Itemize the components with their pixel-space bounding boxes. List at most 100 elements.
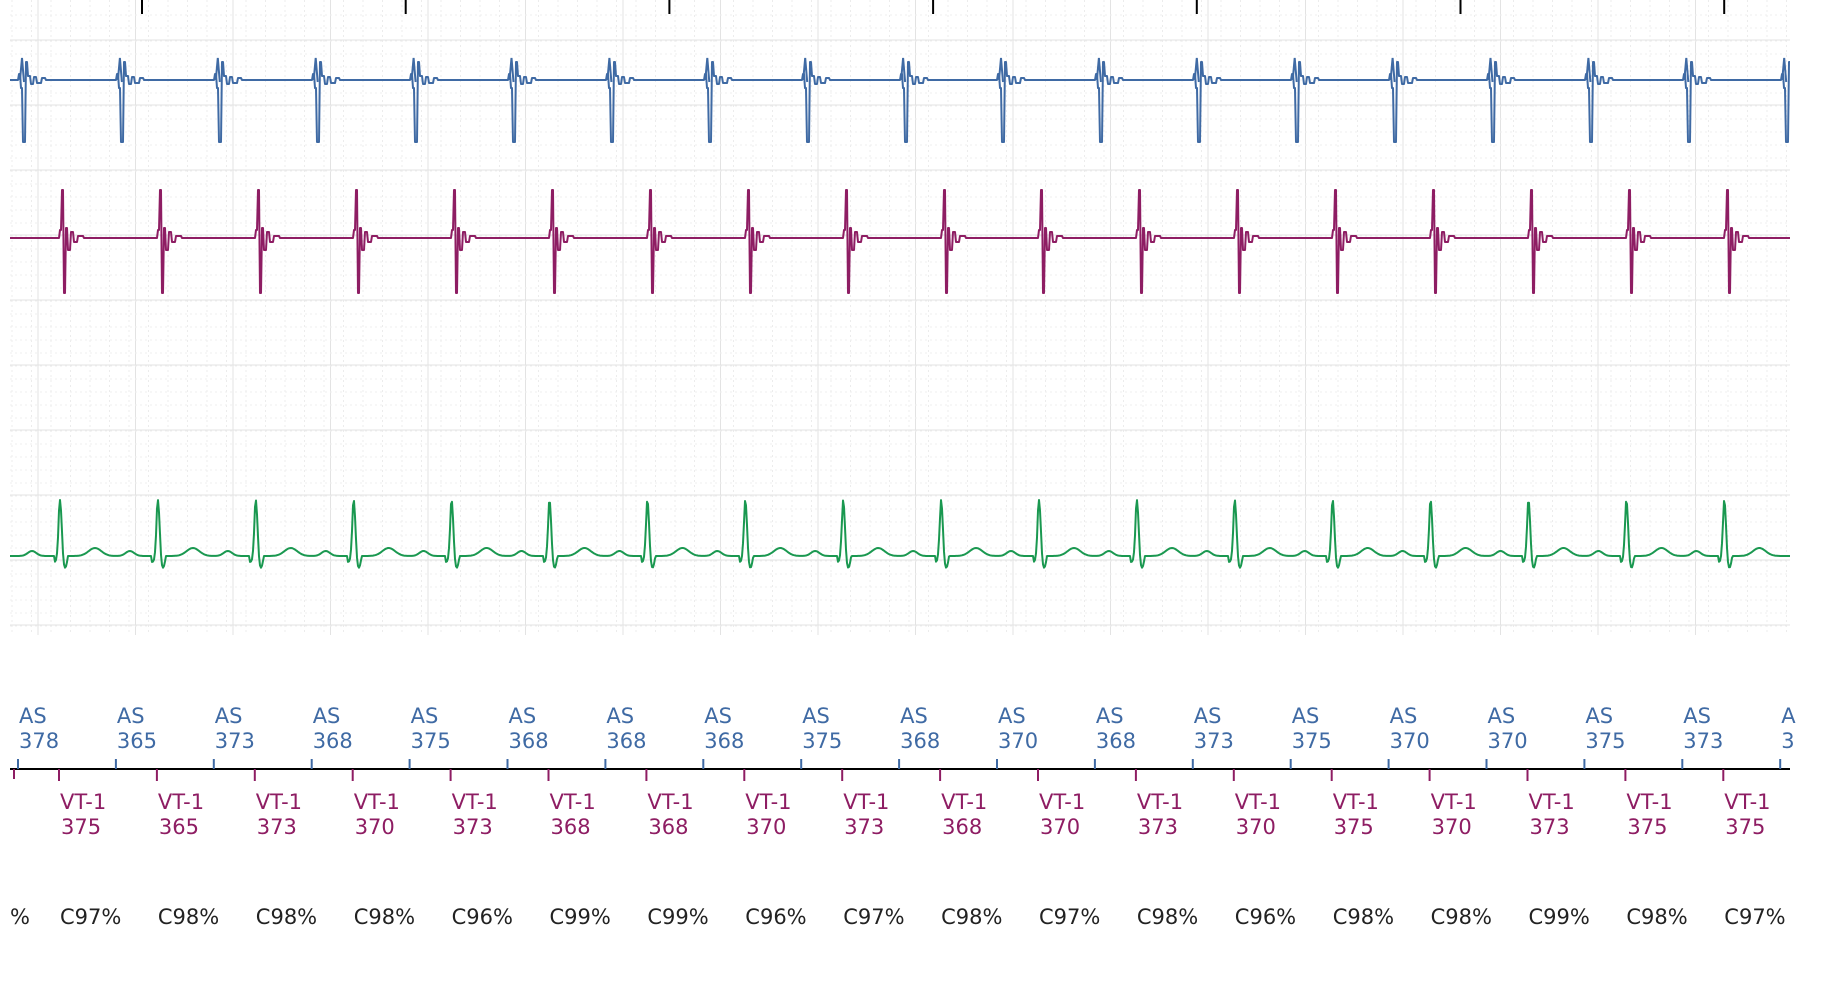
correlation-value: % bbox=[10, 905, 30, 929]
atrial-marker-interval: 368 bbox=[606, 729, 646, 753]
atrial-marker-interval: 368 bbox=[900, 729, 940, 753]
correlation-value: C97% bbox=[1039, 905, 1100, 929]
atrial-marker-interval: 368 bbox=[1096, 729, 1136, 753]
atrial-marker-label: AS bbox=[1488, 704, 1516, 728]
atrial-marker-label: AS bbox=[411, 704, 439, 728]
atrial-deflection bbox=[1095, 57, 1102, 83]
ventricular-marker-label: VT-1 bbox=[1626, 790, 1672, 814]
surface-ecg-trace bbox=[10, 499, 1790, 569]
ventricular-marker-interval: 365 bbox=[159, 815, 199, 839]
ventricular-marker-label: VT-1 bbox=[843, 790, 889, 814]
correlation-value: C98% bbox=[256, 905, 317, 929]
atrial-marker-interval: 368 bbox=[704, 729, 744, 753]
correlation-value: C98% bbox=[1137, 905, 1198, 929]
ventricular-marker-interval: 370 bbox=[746, 815, 786, 839]
atrial-deflection bbox=[802, 57, 809, 83]
atrial-marker-interval: 375 bbox=[411, 729, 451, 753]
correlation-value: C98% bbox=[1333, 905, 1394, 929]
atrial-deflection bbox=[1683, 57, 1690, 83]
atrial-marker-label: AS bbox=[19, 704, 47, 728]
atrial-marker-interval: 373 bbox=[215, 729, 255, 753]
correlation-value: C96% bbox=[745, 905, 806, 929]
atrial-marker-label: AS bbox=[1683, 704, 1711, 728]
atrial-marker-label: AS bbox=[215, 704, 243, 728]
ventricular-marker-interval: 373 bbox=[844, 815, 884, 839]
atrial-marker-interval: 368 bbox=[313, 729, 353, 753]
atrial-marker-interval: 370 bbox=[1390, 729, 1430, 753]
correlation-value: C97% bbox=[60, 905, 121, 929]
atrial-deflection bbox=[606, 57, 613, 83]
atrial-marker-interval: 3 bbox=[1781, 729, 1794, 753]
correlation-value: C96% bbox=[1235, 905, 1296, 929]
atrial-marker-interval: 365 bbox=[117, 729, 157, 753]
atrial-marker-interval: 375 bbox=[802, 729, 842, 753]
atrial-marker-label: AS bbox=[117, 704, 145, 728]
atrial-marker-interval: 368 bbox=[509, 729, 549, 753]
ventricular-marker-interval: 375 bbox=[1725, 815, 1765, 839]
ventricular-marker-interval: 375 bbox=[1627, 815, 1667, 839]
ventricular-marker-label: VT-1 bbox=[60, 790, 106, 814]
atrial-deflection bbox=[312, 57, 319, 83]
ventricular-marker-label: VT-1 bbox=[1333, 790, 1379, 814]
atrial-marker-label: AS bbox=[606, 704, 634, 728]
atrial-deflection bbox=[410, 57, 417, 83]
ventricular-marker-label: VT-1 bbox=[550, 790, 596, 814]
atrial-deflection bbox=[1781, 57, 1788, 83]
atrial-marker-label: AS bbox=[704, 704, 732, 728]
ventricular-marker-interval: 368 bbox=[551, 815, 591, 839]
ventricular-marker-interval: 373 bbox=[1530, 815, 1570, 839]
ventricular-marker-label: VT-1 bbox=[745, 790, 791, 814]
atrial-marker-label: AS bbox=[1194, 704, 1222, 728]
ventricular-marker-interval: 373 bbox=[257, 815, 297, 839]
ventricular-marker-label: VT-1 bbox=[354, 790, 400, 814]
ventricular-marker-interval: 373 bbox=[1138, 815, 1178, 839]
atrial-marker-label: AS bbox=[998, 704, 1026, 728]
atrial-deflection bbox=[1389, 57, 1396, 83]
ventricular-marker-label: VT-1 bbox=[647, 790, 693, 814]
atrial-deflection bbox=[1193, 57, 1200, 83]
atrial-marker-interval: 378 bbox=[19, 729, 59, 753]
atrial-marker-interval: 375 bbox=[1585, 729, 1625, 753]
time-ticks bbox=[141, 0, 1726, 14]
ventricular-marker-interval: 375 bbox=[61, 815, 101, 839]
ventricular-marker-interval: 368 bbox=[942, 815, 982, 839]
correlation-value: C99% bbox=[1529, 905, 1590, 929]
atrial-marker-label: AS bbox=[900, 704, 928, 728]
atrial-marker-interval: 375 bbox=[1292, 729, 1332, 753]
atrial-marker-label: A bbox=[1781, 704, 1796, 728]
ventricular-marker-interval: 370 bbox=[1432, 815, 1472, 839]
atrial-deflection bbox=[214, 57, 221, 83]
ventricular-marker-interval: 370 bbox=[1236, 815, 1276, 839]
atrial-deflection bbox=[508, 57, 515, 83]
atrial-marker-label: AS bbox=[313, 704, 341, 728]
atrial-deflection bbox=[1585, 57, 1592, 83]
correlation-value: C97% bbox=[843, 905, 904, 929]
ventricular-marker-interval: 370 bbox=[355, 815, 395, 839]
correlation-value: C98% bbox=[354, 905, 415, 929]
atrial-deflection bbox=[1291, 57, 1298, 83]
atrial-deflection bbox=[116, 57, 123, 83]
ventricular-marker-label: VT-1 bbox=[941, 790, 987, 814]
correlation-value: C99% bbox=[647, 905, 708, 929]
ventricular-marker-label: VT-1 bbox=[1137, 790, 1183, 814]
ventricular-marker-interval: 373 bbox=[453, 815, 493, 839]
ventricular-marker-label: VT-1 bbox=[256, 790, 302, 814]
atrial-marker-label: AS bbox=[1390, 704, 1418, 728]
ventricular-marker-interval: 375 bbox=[1334, 815, 1374, 839]
atrial-deflection bbox=[19, 57, 25, 83]
correlation-value: C99% bbox=[550, 905, 611, 929]
atrial-marker-label: AS bbox=[1096, 704, 1124, 728]
ventricular-marker-label: VT-1 bbox=[1431, 790, 1477, 814]
ventricular-marker-label: VT-1 bbox=[1235, 790, 1281, 814]
ventricular-egm-trace bbox=[10, 189, 1790, 294]
atrial-marker-label: AS bbox=[802, 704, 830, 728]
correlation-value: C98% bbox=[1626, 905, 1687, 929]
chart-grid bbox=[10, 0, 1790, 635]
atrial-egm-trace bbox=[10, 61, 1790, 143]
correlation-value: C98% bbox=[158, 905, 219, 929]
ventricular-marker-label: VT-1 bbox=[452, 790, 498, 814]
atrial-marker-interval: 373 bbox=[1194, 729, 1234, 753]
ventricular-marker-label: VT-1 bbox=[1039, 790, 1085, 814]
atrial-deflection bbox=[900, 57, 907, 83]
